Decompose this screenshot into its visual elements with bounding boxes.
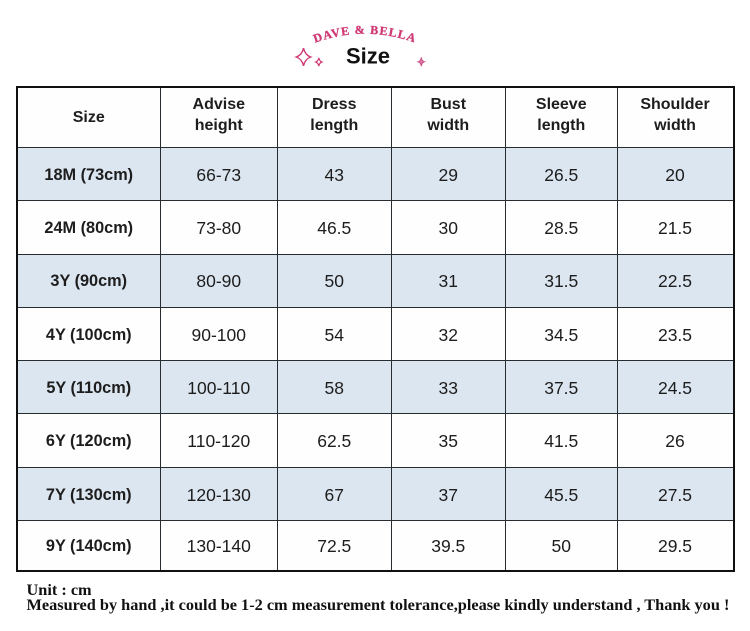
svg-text:DAVE & BELLA: DAVE & BELLA xyxy=(311,23,418,46)
svg-text:Size: Size xyxy=(346,44,390,69)
